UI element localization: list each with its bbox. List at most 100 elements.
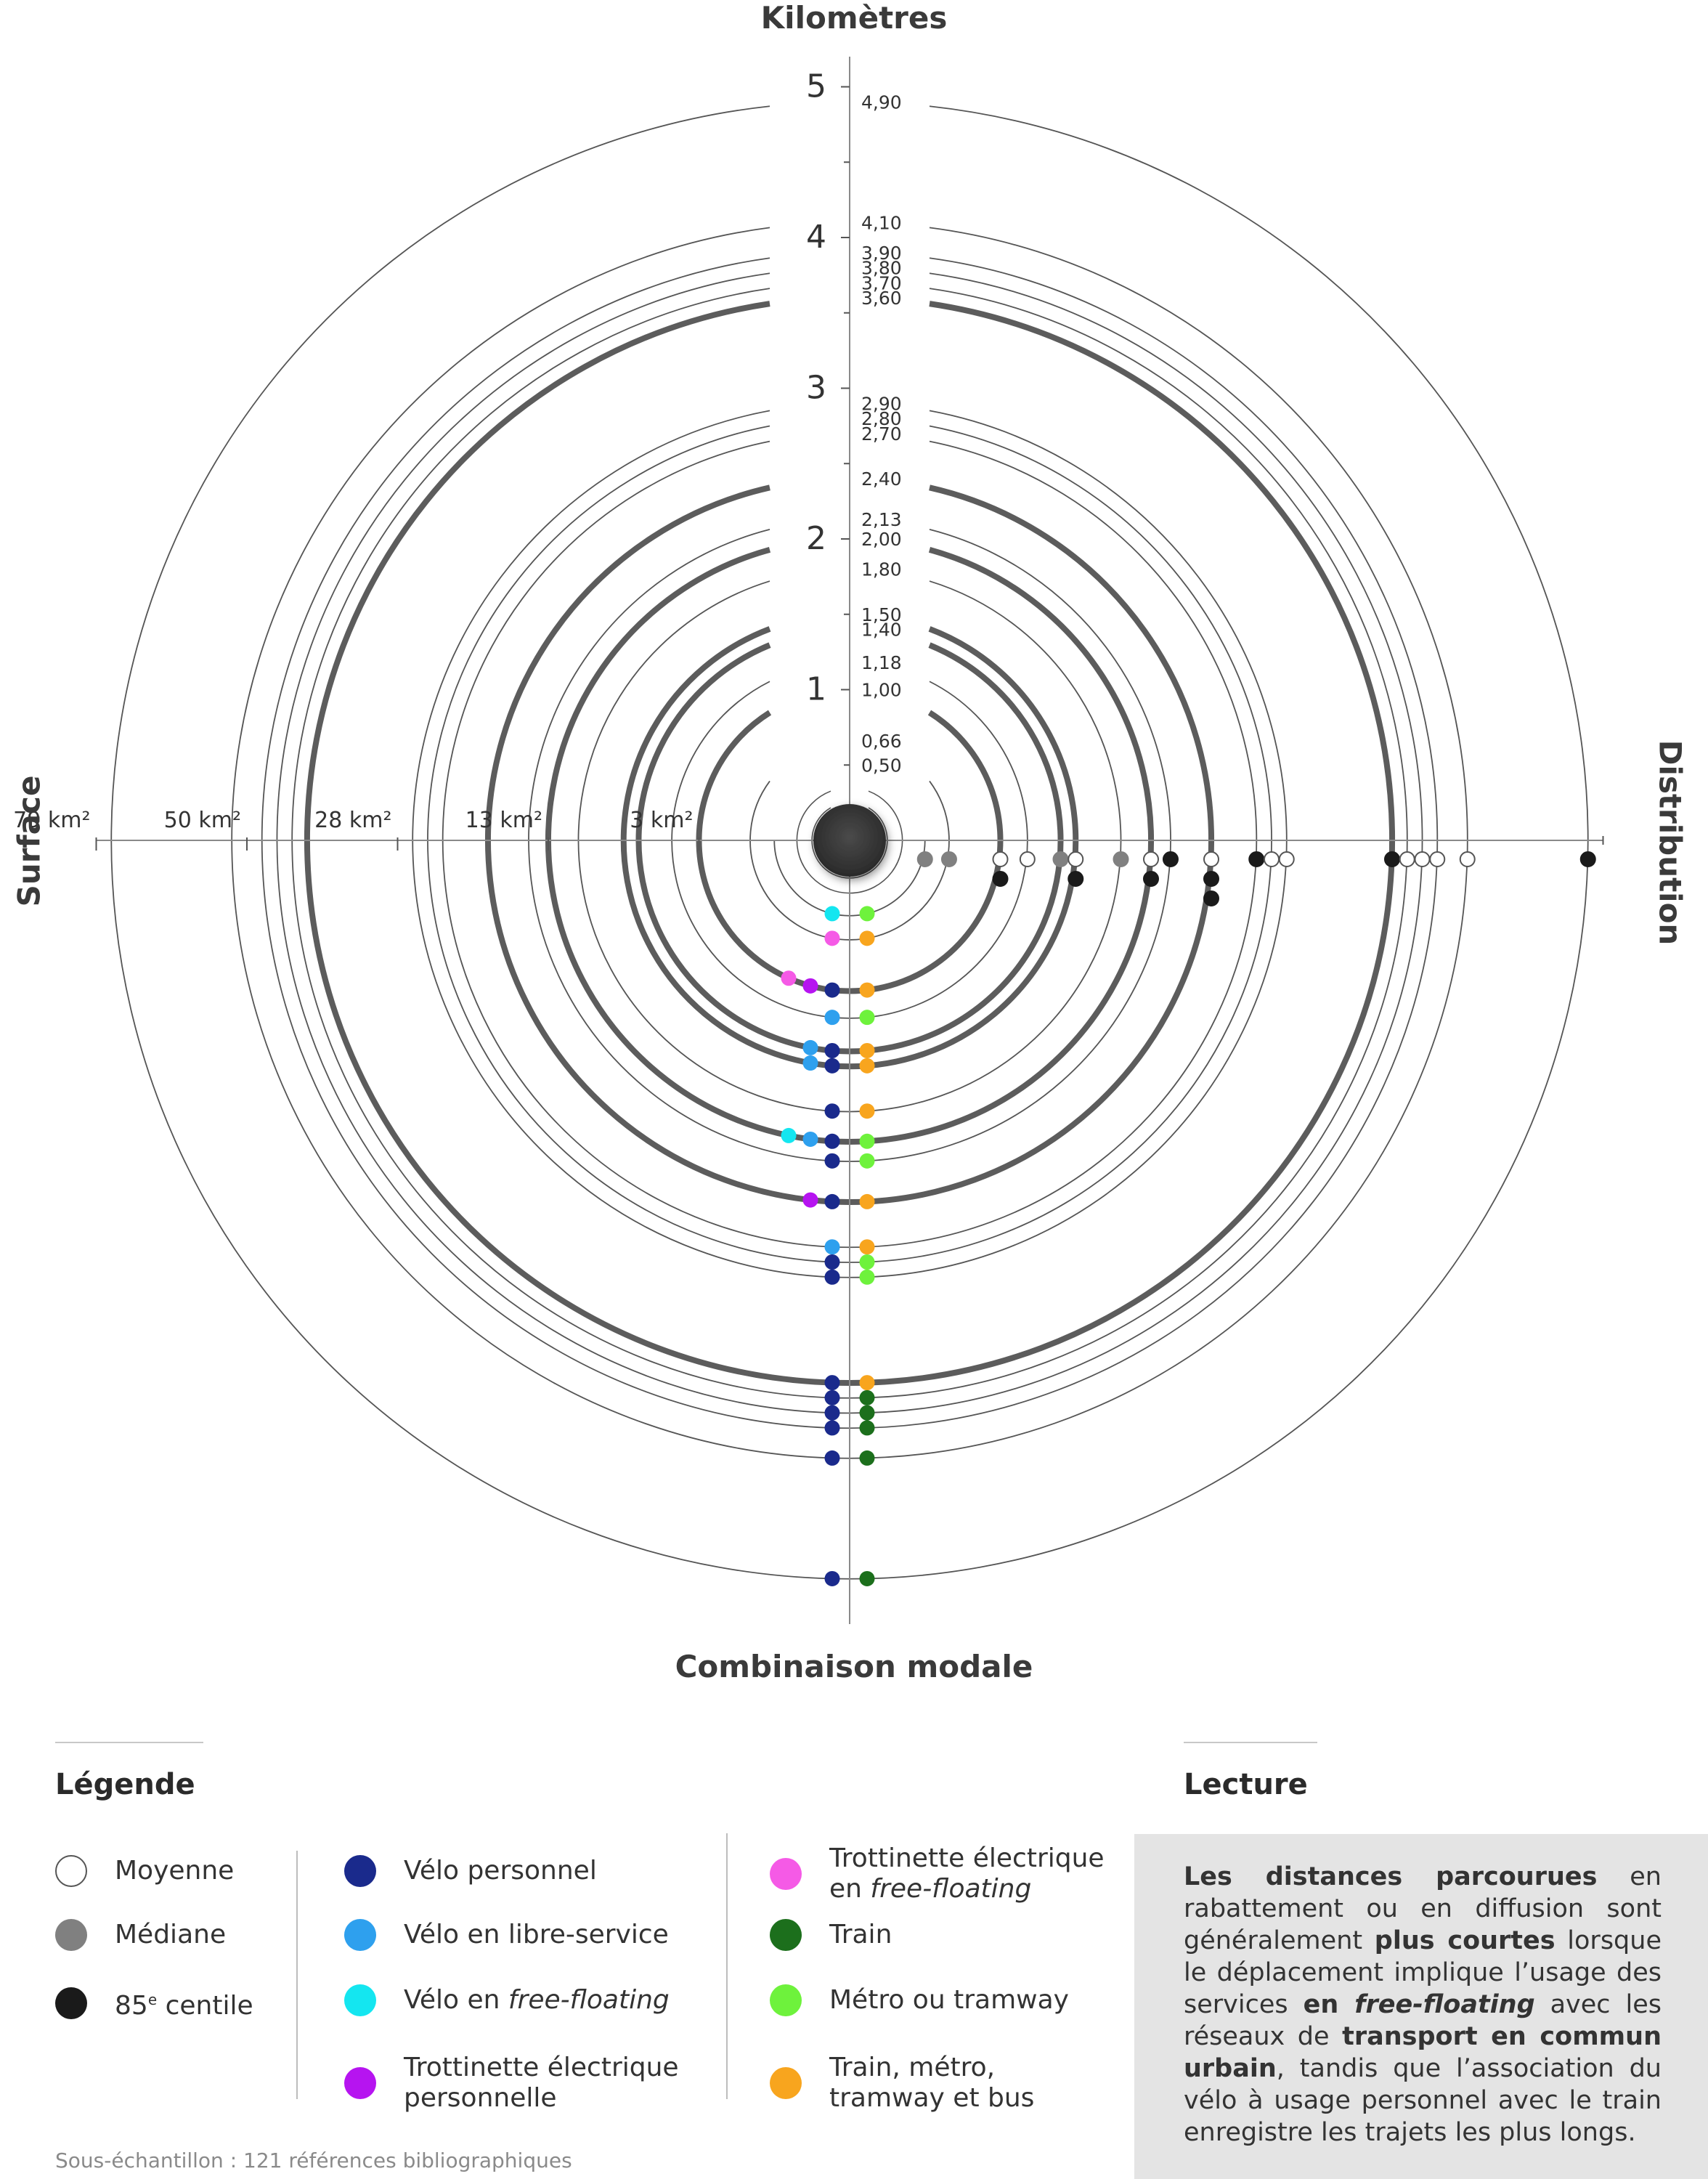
distribution-point-centile85-11 xyxy=(1162,851,1179,867)
reading-box xyxy=(1134,1834,1708,2179)
km-major-label-3: 3 xyxy=(806,370,826,407)
distribution-point-moyenne-4 xyxy=(1019,851,1036,867)
ring-left-9 xyxy=(485,484,850,1205)
combo-right-metro_tramway-7 xyxy=(859,1133,875,1149)
legend-label-moyenne: Moyenne xyxy=(115,1856,235,1886)
combo-right-train-15 xyxy=(859,1405,875,1421)
distribution-point-moyenne-2 xyxy=(992,851,1009,867)
combo-left-velo_libre-4-0 xyxy=(802,1039,818,1055)
combo-left-trott_perso-9-0 xyxy=(802,1192,818,1208)
combo-right-train-14 xyxy=(859,1389,875,1405)
combo-left-velo_perso-18-0 xyxy=(824,1570,840,1586)
legend-item-trott-perso: Trottinette électrique personnelle xyxy=(344,2053,679,2114)
point-layer xyxy=(781,804,1596,1586)
distribution-point-mediane-8 xyxy=(1113,851,1129,867)
distribution-point-mediane-0 xyxy=(916,851,933,867)
legend-rule xyxy=(55,1742,203,1743)
ring-value-label-2: 1,00 xyxy=(861,680,902,701)
combo-right-train_metro_tram_bus-9 xyxy=(859,1193,875,1209)
ring-right-9 xyxy=(849,484,1214,1205)
radial-chart: 3 km² 13 km² 28 km² 50 km² 79 km² 1 2 3 4 5 0,50 0,… xyxy=(13,57,1604,1624)
ring-left-14 xyxy=(291,288,850,1399)
ring-value-label-10: 2,70 xyxy=(861,423,902,445)
km-major-label-1: 1 xyxy=(806,671,826,708)
distribution-point-moyenne-20 xyxy=(1414,851,1431,867)
combo-left-trott_ff-1-0 xyxy=(824,930,840,946)
ring-value-label-0: 0,50 xyxy=(861,755,902,776)
ring-left-8 xyxy=(528,529,850,1162)
legend-swatch-velo-ff xyxy=(344,1984,376,2016)
combo-left-velo_perso-13-0 xyxy=(824,1375,840,1391)
legend-label-train: Train xyxy=(829,1920,892,1949)
combo-left-velo_libre-10-0 xyxy=(824,1239,840,1255)
distribution-point-mediane-5 xyxy=(1052,851,1069,867)
combo-right-train_metro_tram_bus-10 xyxy=(859,1239,875,1255)
legend-label-85e-centile: 85e centile xyxy=(115,1991,253,2021)
reading-title: Lecture xyxy=(1184,1768,1308,1801)
reading-rule xyxy=(1184,1742,1317,1743)
combo-right-train_metro_tram_bus-13 xyxy=(859,1375,875,1391)
legend-item-metro-tramway: Métro ou tramway xyxy=(770,1984,1069,2016)
legend-swatch-velo-perso xyxy=(344,1855,376,1887)
km-major-label-2: 2 xyxy=(806,520,826,557)
ring-value-label-17: 4,10 xyxy=(861,212,902,233)
combo-left-velo_ff-7-0 xyxy=(781,1127,797,1143)
distribution-point-centile85-23 xyxy=(1579,851,1596,867)
distribution-point-moyenne-12 xyxy=(1203,851,1219,867)
surface-tick-label-0: 3 km² xyxy=(630,808,693,833)
reading-seg-4: en free-floating xyxy=(1303,1990,1535,2019)
legend-swatch-trott-perso xyxy=(344,2067,376,2099)
ring-value-label-12: 2,90 xyxy=(861,393,902,414)
reading-seg-0: Les distances parcourues xyxy=(1184,1862,1598,1891)
distribution-point-mediane-1 xyxy=(940,851,957,867)
ring-right-18 xyxy=(849,105,1589,1580)
legend-item-velo-perso: Vélo personnel xyxy=(344,1855,597,1887)
ring-value-label-8: 2,13 xyxy=(861,509,902,530)
distribution-point-centile85-15 xyxy=(1248,851,1265,867)
combo-right-metro_tramway-12 xyxy=(859,1269,875,1285)
combo-left-velo_perso-16-0 xyxy=(824,1420,840,1436)
reading-seg-6: transport en commun urbain xyxy=(1184,2022,1662,2083)
distribution-point-moyenne-9 xyxy=(1143,851,1159,867)
ring-value-label-5: 1,50 xyxy=(861,604,902,625)
ring-left-10 xyxy=(442,440,850,1249)
combo-right-metro_tramway-11 xyxy=(859,1254,875,1270)
ring-left-15 xyxy=(276,272,850,1414)
legend-label-metro-tramway: Métro ou tramway xyxy=(829,1985,1069,2015)
ring-value-label-18: 4,90 xyxy=(861,92,902,113)
legend-item-moyenne: Moyenne xyxy=(55,1855,234,1887)
combo-right-train-18 xyxy=(859,1570,875,1586)
combo-right-train-17 xyxy=(859,1450,875,1466)
km-major-label-4: 4 xyxy=(806,219,826,256)
legend-swatch-train-metro-tram-bus xyxy=(770,2067,802,2099)
combo-left-velo_perso-14-0 xyxy=(824,1389,840,1405)
distribution-point-moyenne-19 xyxy=(1399,851,1415,867)
combo-right-train_metro_tram_bus-1 xyxy=(859,930,875,946)
combo-left-velo_libre-7-1 xyxy=(802,1131,818,1147)
combo-left-velo_perso-6-0 xyxy=(824,1103,840,1119)
combo-left-velo_libre-3-0 xyxy=(824,1010,840,1026)
legend-swatch-velo-libre xyxy=(344,1919,376,1951)
distribution-point-moyenne-16 xyxy=(1264,851,1280,867)
combo-left-velo_perso-11-0 xyxy=(824,1254,840,1270)
reading-seg-2: plus courtes xyxy=(1374,1926,1556,1955)
combo-right-train_metro_tram_bus-4 xyxy=(859,1043,875,1059)
distribution-point-centile85-10 xyxy=(1143,871,1159,887)
ring-value-label-3: 1,18 xyxy=(861,652,902,673)
reading-seg-3: lorsque le déplacement implique l’usage … xyxy=(1184,1926,1662,2019)
combo-left-velo_perso-2-2 xyxy=(824,982,840,998)
legend-label-mediane: Médiane xyxy=(115,1920,227,1949)
ring-left-11 xyxy=(427,425,850,1263)
reading-seg-1: en rabattement ou en diffusion sont géné… xyxy=(1184,1862,1662,1955)
label-layer: 3 km² 13 km² 28 km² 50 km² 79 km² 1 2 3 4 5 0,50 0,… xyxy=(13,68,902,834)
surface-tick-label-1: 13 km² xyxy=(465,808,542,833)
combo-left-trott_ff-2-0 xyxy=(781,970,797,986)
combo-left-velo_perso-12-0 xyxy=(824,1269,840,1285)
ring-left-3 xyxy=(671,681,850,1019)
footnote: Sous-échantillon : 121 références biblio… xyxy=(55,2148,572,2172)
combo-right-train_metro_tram_bus-5 xyxy=(859,1058,875,1074)
center-circle xyxy=(813,804,886,877)
legend-separator-2 xyxy=(726,1833,728,2099)
legend-item-velo-ff: Vélo en free-floating xyxy=(344,1984,670,2016)
combo-left-velo_perso-9-1 xyxy=(824,1193,840,1209)
